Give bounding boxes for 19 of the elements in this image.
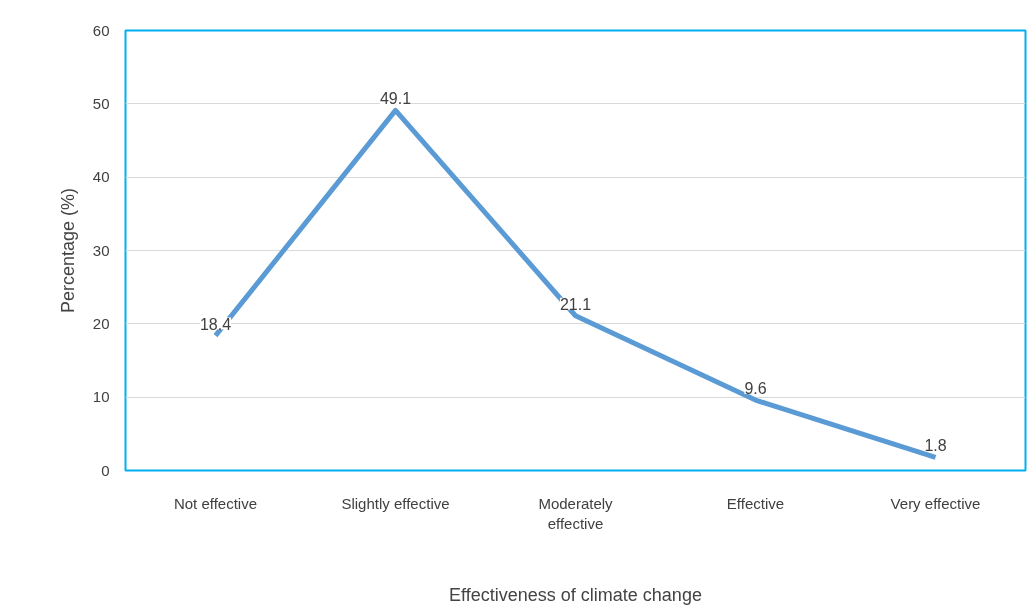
data-label: 21.1 [559,295,592,313]
x-tick-label: Effective [726,494,785,512]
y-tick-label: 40 [92,168,110,186]
x-axis-title: Effectiveness of climate change [449,584,702,605]
y-axis-title: Percentage (%) [57,187,78,314]
data-label: 49.1 [379,90,412,108]
x-tick-label: Moderately effective [538,494,614,532]
y-tick-label: 60 [92,21,110,39]
x-tick-label: Slightly effective [341,494,450,512]
x-tick-label: Very effective [890,494,981,512]
y-tick-label: 50 [92,94,110,112]
y-tick-label: 30 [92,241,110,259]
y-tick-label: 10 [92,388,110,406]
data-label: 1.8 [924,437,947,455]
x-tick-label: Not effective [173,494,258,512]
data-label: 18.4 [199,315,232,333]
y-tick-label: 20 [92,314,110,332]
data-label: 9.6 [744,380,767,398]
y-tick-label: 0 [101,461,110,479]
